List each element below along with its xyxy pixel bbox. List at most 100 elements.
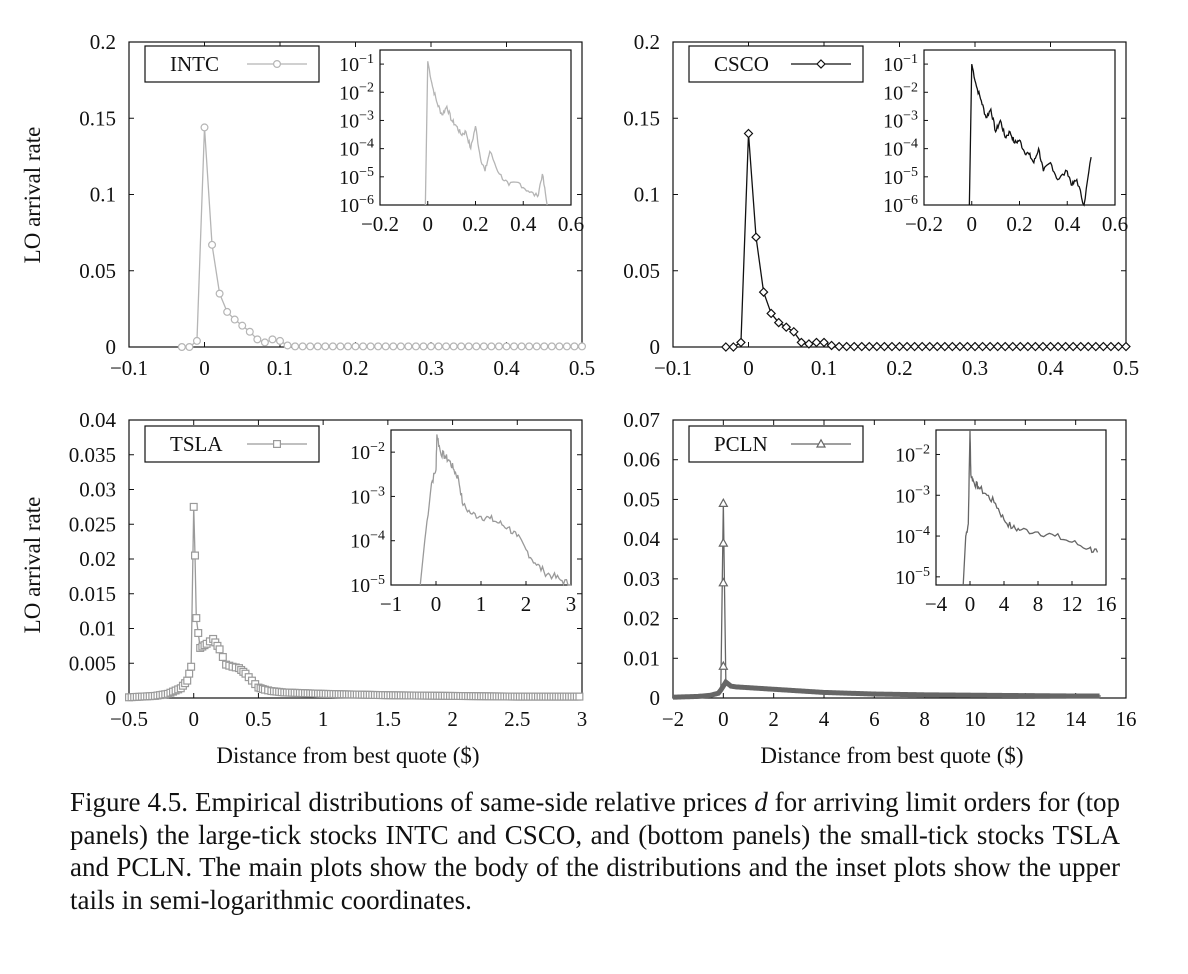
x-tick-label: 0.5 [1113, 356, 1139, 380]
x-tick-label: 2 [768, 707, 779, 731]
inset-x-tick-label: 4 [999, 592, 1010, 616]
legend-label: CSCO [714, 52, 769, 76]
figure-canvas: −0.1 0 0.1 0.2 0.3 0.4 0.500.050.10.150.2INTC−… [69, 30, 1139, 731]
inset-pcln: −4 0 4 8 12 16 10−5 10−4 10−3 10−2 [895, 429, 1117, 616]
data-point [479, 342, 488, 351]
x-tick-label: 1 [318, 707, 329, 731]
caption-part1: Figure 4.5. Empirical distributions of s… [70, 787, 755, 817]
data-point [1098, 341, 1109, 352]
data-point [1090, 341, 1101, 352]
data-point [947, 341, 958, 352]
inset-x-tick-label: −0.2 [905, 212, 943, 236]
x-tick-label: 0.5 [245, 707, 271, 731]
data-point [1038, 341, 1048, 352]
data-point [245, 327, 254, 336]
inset-series-line [968, 63, 1092, 207]
data-point [955, 341, 965, 352]
inset-x-tick-label: 0 [423, 212, 434, 236]
x-tick-label: −0.1 [110, 356, 148, 380]
data-point [457, 342, 466, 351]
series-band [672, 678, 1100, 700]
legend-label: TSLA [170, 432, 223, 456]
y-tick-label: 0.015 [69, 582, 116, 606]
inset-x-tick-label: 8 [1033, 592, 1044, 616]
data-point [555, 342, 564, 351]
inset-x-tick-label: 0.6 [1102, 212, 1128, 236]
x-tick-label: 2.5 [504, 707, 530, 731]
inset-y-tick-label: 10−3 [883, 108, 918, 132]
x-tick-label: 8 [919, 707, 930, 731]
inset-x-tick-label: 16 [1096, 592, 1117, 616]
data-point [177, 343, 186, 352]
inset-y-tick-label: 10−5 [883, 165, 918, 189]
x-tick-label: 0 [188, 707, 199, 731]
data-point [1015, 341, 1026, 352]
inset-x-tick-label: 0.4 [1054, 212, 1081, 236]
data-point [992, 341, 1003, 352]
data-point [351, 342, 360, 351]
data-point [238, 321, 247, 330]
inset-x-tick-label: −4 [925, 592, 948, 616]
data-point [796, 337, 807, 348]
data-point [1000, 341, 1011, 352]
data-point [924, 341, 935, 352]
x-tick-label: 10 [965, 707, 986, 731]
data-point [183, 676, 192, 685]
inset-y-tick-label: 10−1 [883, 52, 918, 76]
data-point [766, 308, 776, 319]
caption-part2: for arriving limit orders for (top panel… [70, 787, 1120, 915]
inset-y-tick-label: 10−4 [350, 529, 385, 553]
data-point [718, 497, 729, 507]
data-point [253, 335, 262, 344]
y-tick-label: 0.01 [79, 617, 116, 641]
data-point [1113, 341, 1124, 352]
data-point [464, 342, 473, 351]
data-point [751, 232, 761, 243]
panel-tsla: −0.5 0 0.5 1 1.5 2 2.5 300.0050.010.0150.020.02… [69, 408, 588, 731]
inset-y-tick-label: 10−5 [895, 565, 930, 589]
inset-x-tick-label: −1 [380, 592, 402, 616]
x-tick-label: 6 [869, 707, 880, 731]
data-point [192, 614, 201, 623]
data-point [298, 342, 307, 351]
y-tick-label: 0.04 [79, 408, 116, 432]
data-point [962, 341, 973, 352]
data-point [887, 341, 897, 352]
data-point [189, 502, 198, 511]
data-point [230, 315, 239, 324]
x-tick-label: 0 [199, 356, 210, 380]
y-tick-label: 0.2 [634, 30, 660, 54]
data-point [404, 342, 413, 351]
y-tick-label: 0.1 [634, 183, 660, 207]
data-point [268, 335, 277, 344]
y-tick-label: 0.035 [69, 443, 116, 467]
inset-tsla: −1 0 1 2 3 10−5 10−4 10−3 10−2 [350, 429, 576, 616]
inset-frame [923, 49, 1116, 206]
inset-frame [390, 429, 572, 586]
legend-label: INTC [170, 52, 219, 76]
inset-x-tick-label: 0 [967, 212, 978, 236]
x-tick-label: −0.1 [654, 356, 692, 380]
data-point [1023, 341, 1033, 352]
data-point [185, 343, 194, 352]
inset-x-tick-label: 0 [431, 592, 442, 616]
data-point [343, 342, 352, 351]
data-point [856, 341, 867, 352]
data-point [562, 342, 571, 351]
x-tick-label: 0 [718, 707, 729, 731]
x-tick-label: 16 [1116, 707, 1137, 731]
inset-y-tick-label: 10−2 [883, 80, 918, 104]
inset-y-tick-label: 10−2 [895, 442, 930, 466]
y-tick-label: 0.05 [79, 259, 116, 283]
y-tick-label: 0.02 [623, 607, 660, 631]
legend-label: PCLN [714, 432, 768, 456]
data-point [517, 342, 526, 351]
data-point [819, 337, 829, 348]
y-tick-label: 0.2 [90, 30, 116, 54]
data-point [849, 341, 860, 352]
data-point [321, 342, 330, 351]
data-point [381, 342, 390, 351]
inset-y-tick-label: 10−4 [339, 137, 374, 161]
data-point [721, 342, 731, 352]
data-point [1060, 341, 1071, 352]
